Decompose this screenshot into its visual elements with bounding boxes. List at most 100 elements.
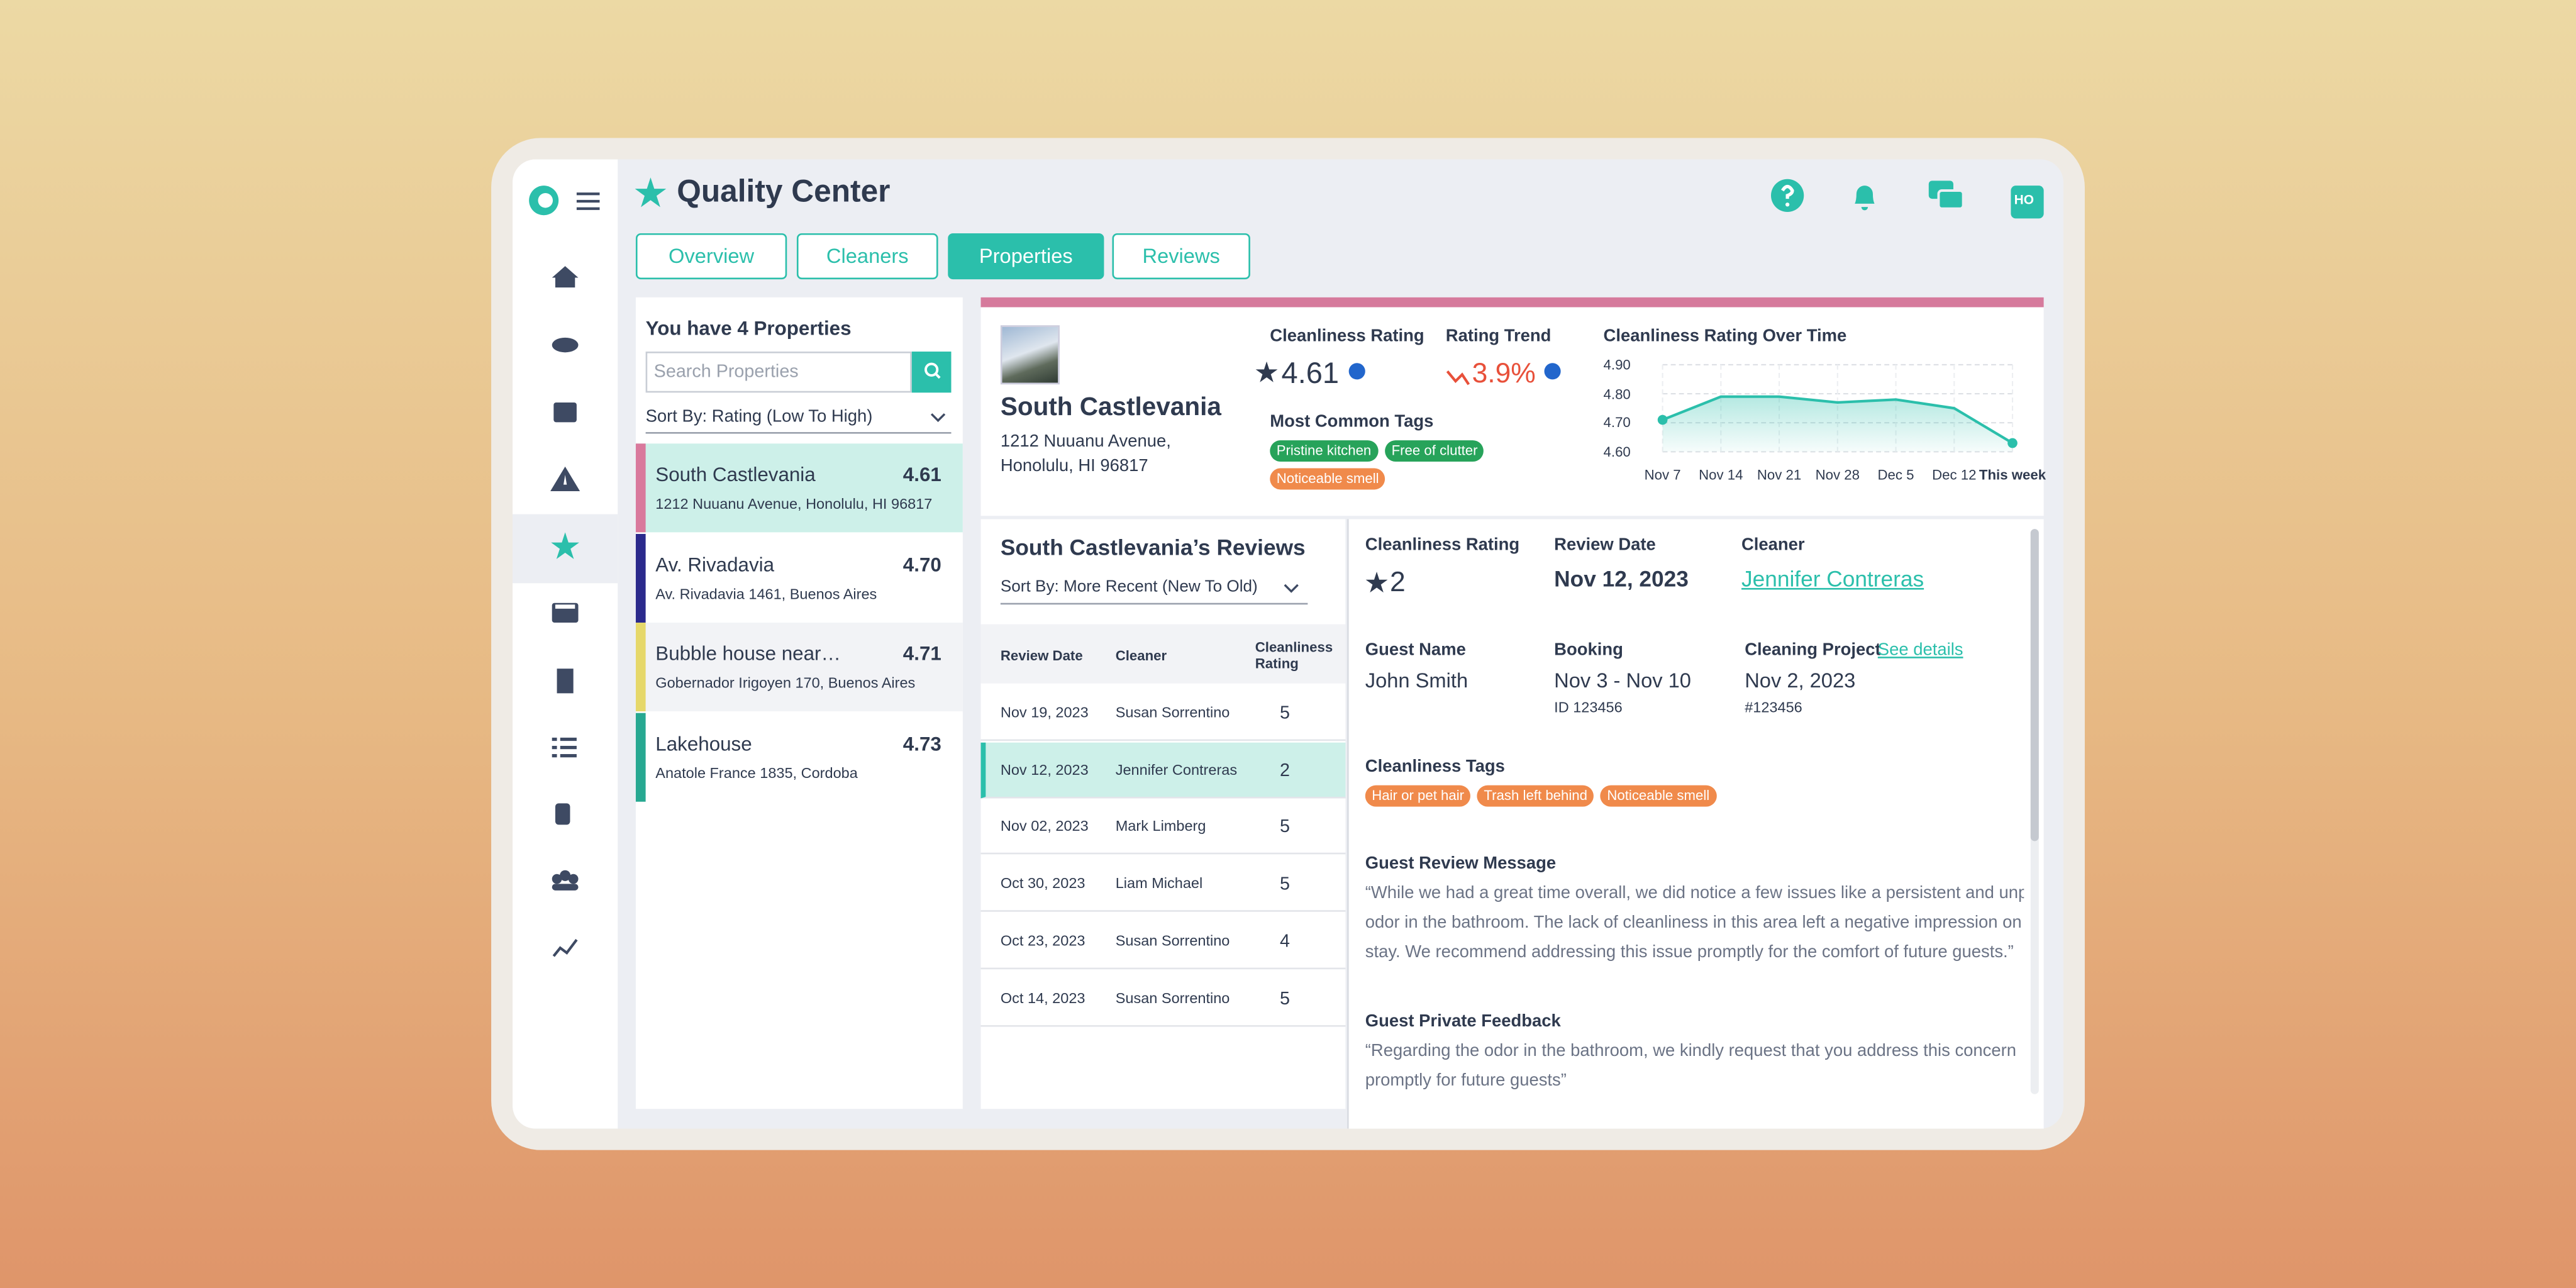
review-cleaner: Susan Sorrentino: [1115, 989, 1230, 1006]
title-star: [635, 177, 667, 208]
property-item[interactable]: [635, 623, 963, 712]
property-address: 1212 Nuuanu Avenue, Honolulu, HI 96817: [655, 495, 933, 512]
info-icon[interactable]: [1348, 363, 1365, 380]
tag: Pristine kitchen: [1270, 439, 1378, 461]
search-icon: [924, 362, 939, 377]
search-button[interactable]: [911, 352, 952, 393]
tab[interactable]: Properties: [948, 233, 1104, 280]
review-rating: 5: [1279, 818, 1290, 838]
y-tick-label: 4.70: [1603, 414, 1631, 431]
avatar[interactable]: [2011, 186, 2044, 219]
x-tick-label: Dec 12: [1932, 466, 1977, 483]
label: Most Common Tags: [1270, 411, 1434, 432]
scroll-thumb[interactable]: [2030, 529, 2039, 841]
review-message: “While we had a great time overall, we d…: [1365, 883, 2024, 903]
detail-star: [1365, 572, 1388, 593]
sidebar: [513, 159, 618, 1129]
logo: [538, 192, 553, 208]
x-tick-label: Nov 7: [1644, 466, 1681, 483]
review-rating: 5: [1279, 989, 1290, 1009]
avatar-initials[interactable]: HO: [2014, 192, 2034, 208]
search-placeholder[interactable]: Search Properties: [653, 362, 799, 382]
label: Cleaning Project: [1745, 640, 1881, 660]
review-detail-panel: [1347, 519, 2044, 1129]
review-message: stay. We recommend addressing this issue…: [1365, 942, 2014, 962]
property-rating: 4.71: [902, 641, 941, 665]
private-feedback: “Regarding the odor in the bathroom, we …: [1365, 1041, 2017, 1061]
review-row[interactable]: [980, 741, 1346, 798]
x-tick-label: Nov 21: [1757, 466, 1802, 483]
review-rating: 4: [1279, 931, 1290, 952]
tag: Hair or pet hair: [1365, 785, 1471, 807]
sort-select[interactable]: Sort By: More Recent (New To Old): [1000, 578, 1258, 597]
see-details-link[interactable]: See details: [1877, 640, 1963, 660]
nav-icon-star[interactable]: [551, 532, 579, 559]
tag: Free of clutter: [1385, 439, 1484, 461]
review-date: Nov 02, 2023: [1000, 818, 1089, 835]
menu-icon[interactable]: [576, 192, 600, 210]
search-input[interactable]: [645, 352, 912, 393]
review-row[interactable]: [980, 970, 1346, 1026]
project-date: Nov 2, 2023: [1745, 669, 1856, 693]
property-address: Honolulu, HI 96817: [1000, 456, 1148, 476]
review-date: Oct 30, 2023: [1000, 875, 1085, 892]
review-cleaner: Susan Sorrentino: [1115, 932, 1230, 949]
label: Cleanliness Rating: [1365, 535, 1520, 555]
dropdown-arrow[interactable]: [930, 413, 946, 423]
detail-rating: 2: [1389, 566, 1406, 598]
tag: Trash left behind: [1477, 785, 1594, 807]
review-cleaner: Liam Michael: [1115, 875, 1203, 892]
info-icon[interactable]: [1544, 363, 1561, 380]
tab[interactable]: Overview: [635, 233, 787, 280]
property-address: Gobernador Irigoyen 170, Buenos Aires: [655, 674, 916, 691]
cleaner-link[interactable]: Jennifer Contreras: [1741, 566, 1924, 592]
review-row[interactable]: [980, 799, 1346, 855]
label: Cleaner: [1741, 535, 1805, 555]
review-row[interactable]: [980, 856, 1346, 913]
chat-icon[interactable]: [1937, 189, 1965, 210]
review-cleaner: Mark Limberg: [1115, 818, 1206, 835]
x-tick-label: This week: [1979, 466, 2046, 483]
property-item[interactable]: [635, 712, 963, 801]
chart-line: [1662, 395, 2014, 445]
label: Guest Name: [1365, 640, 1466, 660]
sort-underline: [645, 432, 952, 434]
dropdown-arrow[interactable]: [1284, 584, 1299, 593]
property-address: Av. Rivadavia 1461, Buenos Aires: [655, 585, 877, 602]
property-name: Av. Rivadavia: [655, 552, 775, 576]
reviews-title: South Castlevania’s Reviews: [1000, 535, 1306, 560]
property-name: South Castlevania: [655, 463, 816, 486]
property-name: Lakehouse: [655, 731, 752, 755]
review-row[interactable]: [980, 913, 1346, 969]
property-name: Bubble house near…: [655, 641, 841, 665]
property-rating: 4.73: [902, 731, 941, 755]
trend-arrow: [1446, 370, 1470, 386]
property-rating: 4.70: [902, 552, 941, 576]
nav-icon-chart[interactable]: [552, 938, 578, 957]
property-item[interactable]: [635, 443, 963, 533]
review-rating: 2: [1279, 760, 1290, 781]
y-tick-label: 4.60: [1603, 443, 1631, 460]
chart-area: [1662, 396, 2012, 452]
nav-icons[interactable]: [550, 266, 580, 891]
property-item[interactable]: [635, 533, 963, 622]
help-glyph: [1781, 184, 1794, 199]
tab[interactable]: Reviews: [1112, 233, 1250, 280]
column-header: Review Date: [1000, 647, 1083, 664]
sort-select[interactable]: Sort By: Rating (Low To High): [645, 407, 873, 427]
x-tick-label: Nov 28: [1815, 466, 1860, 483]
bell-icon[interactable]: [1855, 186, 1875, 211]
x-tick-label: Dec 5: [1877, 466, 1914, 483]
trend-value: 3.9%: [1472, 357, 1536, 389]
properties-title: You have 4 Properties: [645, 316, 852, 340]
tab[interactable]: Cleaners: [796, 233, 938, 280]
review-row[interactable]: [980, 685, 1346, 741]
review-date: Oct 14, 2023: [1000, 989, 1085, 1006]
review-date: Nov 12, 2023: [1000, 761, 1089, 778]
y-tick-label: 4.80: [1603, 385, 1631, 402]
label: Booking: [1554, 640, 1623, 660]
column-header: Cleanliness Rating: [1255, 638, 1333, 672]
property-photo: [1000, 325, 1060, 385]
review-rating: 5: [1279, 704, 1290, 724]
sort-underline: [1000, 602, 1308, 605]
